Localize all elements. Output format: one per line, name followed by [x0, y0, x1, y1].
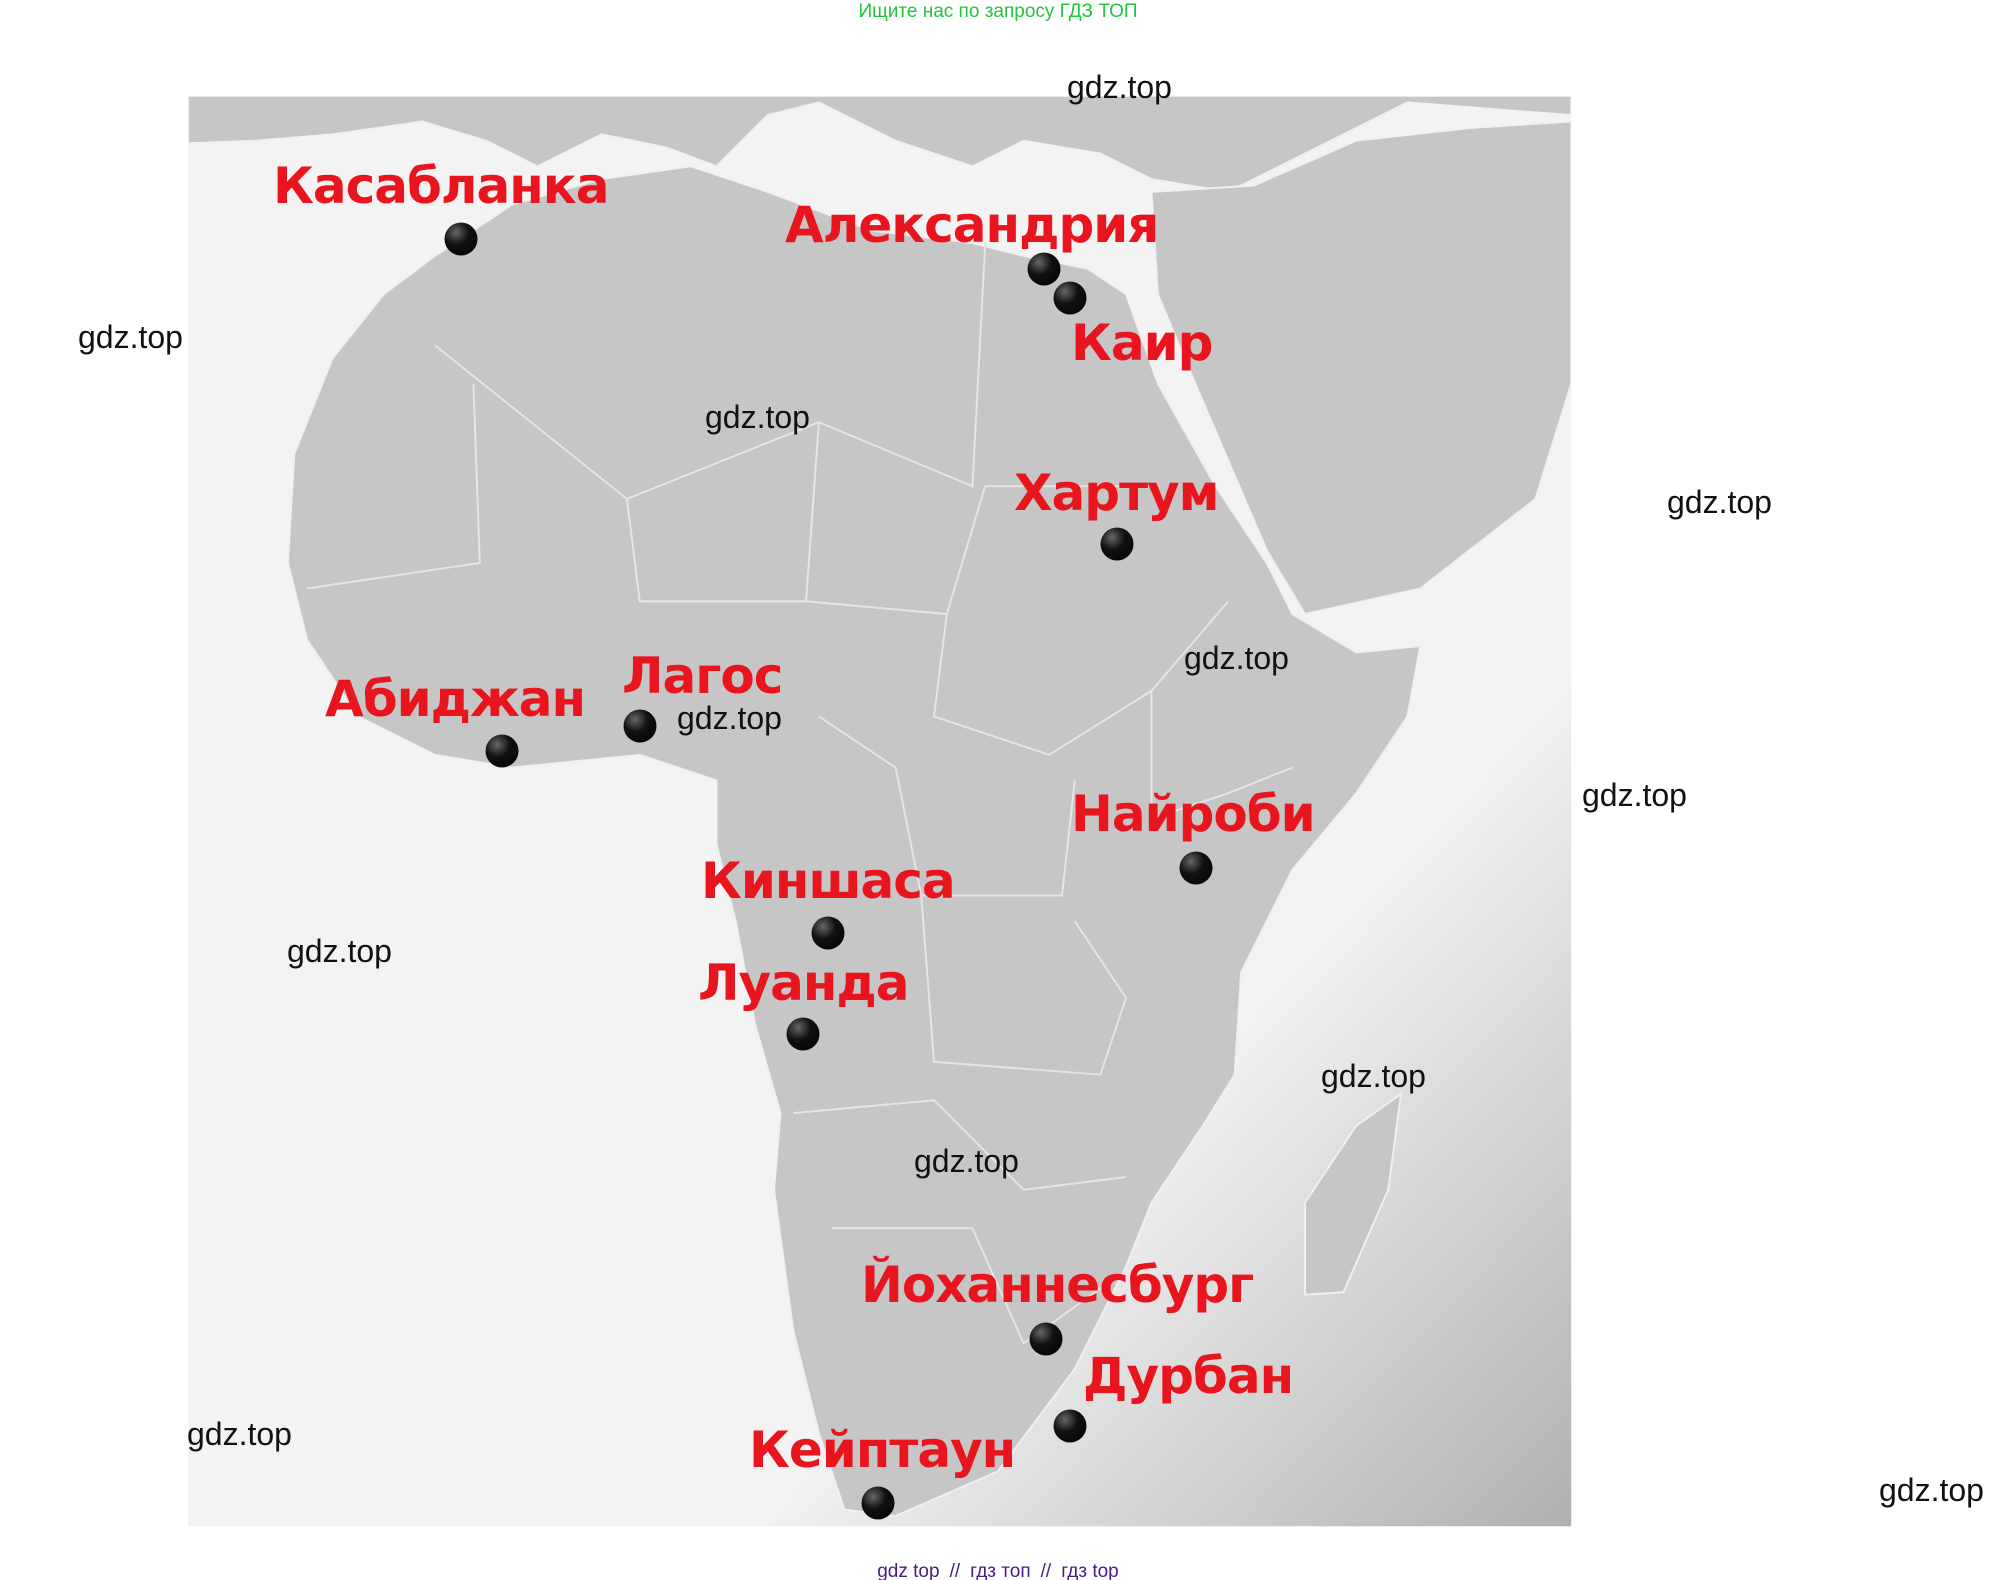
- europe: [188, 95, 1572, 193]
- watermark: gdz.top: [187, 1416, 292, 1452]
- city-label-lagos: Лагос: [622, 647, 783, 705]
- arabia: [1150, 120, 1572, 616]
- watermark: gdz.top: [1321, 1058, 1426, 1094]
- city-marker-kinshasa: [811, 916, 845, 950]
- city-label-abidjan: Абиджан: [325, 670, 586, 728]
- footer-link[interactable]: гдз top: [1061, 1561, 1119, 1580]
- watermark: gdz.top: [677, 700, 782, 736]
- watermark: gdz.top: [78, 319, 183, 355]
- borders: [306, 243, 1293, 1345]
- city-marker-johannesburg: [1029, 1322, 1063, 1356]
- city-label-kinshasa: Киншаса: [701, 852, 956, 910]
- city-label-luanda: Луанда: [698, 954, 910, 1012]
- footer-separator: //: [1040, 1561, 1052, 1580]
- city-marker-abidjan: [485, 734, 519, 768]
- madagascar: [1304, 1091, 1403, 1296]
- city-marker-casablanca: [444, 222, 478, 256]
- watermark: gdz.top: [705, 399, 810, 435]
- city-label-khartoum: Хартум: [1014, 464, 1220, 522]
- watermark: gdz.top: [1582, 777, 1687, 813]
- watermark: gdz.top: [287, 933, 392, 969]
- city-marker-cairo: [1053, 281, 1087, 315]
- city-marker-cape-town: [861, 1486, 895, 1520]
- city-marker-nairobi: [1179, 851, 1213, 885]
- city-label-cairo: Каир: [1071, 314, 1213, 372]
- footer-link[interactable]: gdz top: [877, 1561, 940, 1580]
- city-label-cape-town: Кейптаун: [749, 1421, 1016, 1479]
- city-marker-durban: [1053, 1409, 1087, 1443]
- footer-separator: //: [949, 1561, 961, 1580]
- city-marker-alexandria: [1027, 252, 1061, 286]
- watermark: gdz.top: [1879, 1472, 1984, 1508]
- city-marker-lagos: [623, 709, 657, 743]
- watermark: gdz.top: [1067, 69, 1172, 105]
- search-hint: Ищите нас по запросу ГДЗ ТОП: [858, 1, 1138, 22]
- city-label-nairobi: Найроби: [1071, 785, 1316, 843]
- city-label-durban: Дурбан: [1083, 1347, 1294, 1405]
- city-label-alexandria: Александрия: [785, 196, 1159, 254]
- watermark: gdz.top: [914, 1143, 1019, 1179]
- watermark: gdz.top: [1667, 484, 1772, 520]
- watermark: gdz.top: [1184, 640, 1289, 676]
- city-label-johannesburg: Йоханнесбург: [861, 1256, 1254, 1314]
- africa: [286, 165, 1422, 1518]
- city-marker-khartoum: [1100, 527, 1134, 561]
- city-marker-luanda: [786, 1017, 820, 1051]
- city-label-casablanca: Касабланка: [273, 157, 609, 215]
- footer-link[interactable]: гдз топ: [970, 1561, 1031, 1580]
- footer-links: gdz top // гдз топ // гдз top: [0, 1560, 1996, 1580]
